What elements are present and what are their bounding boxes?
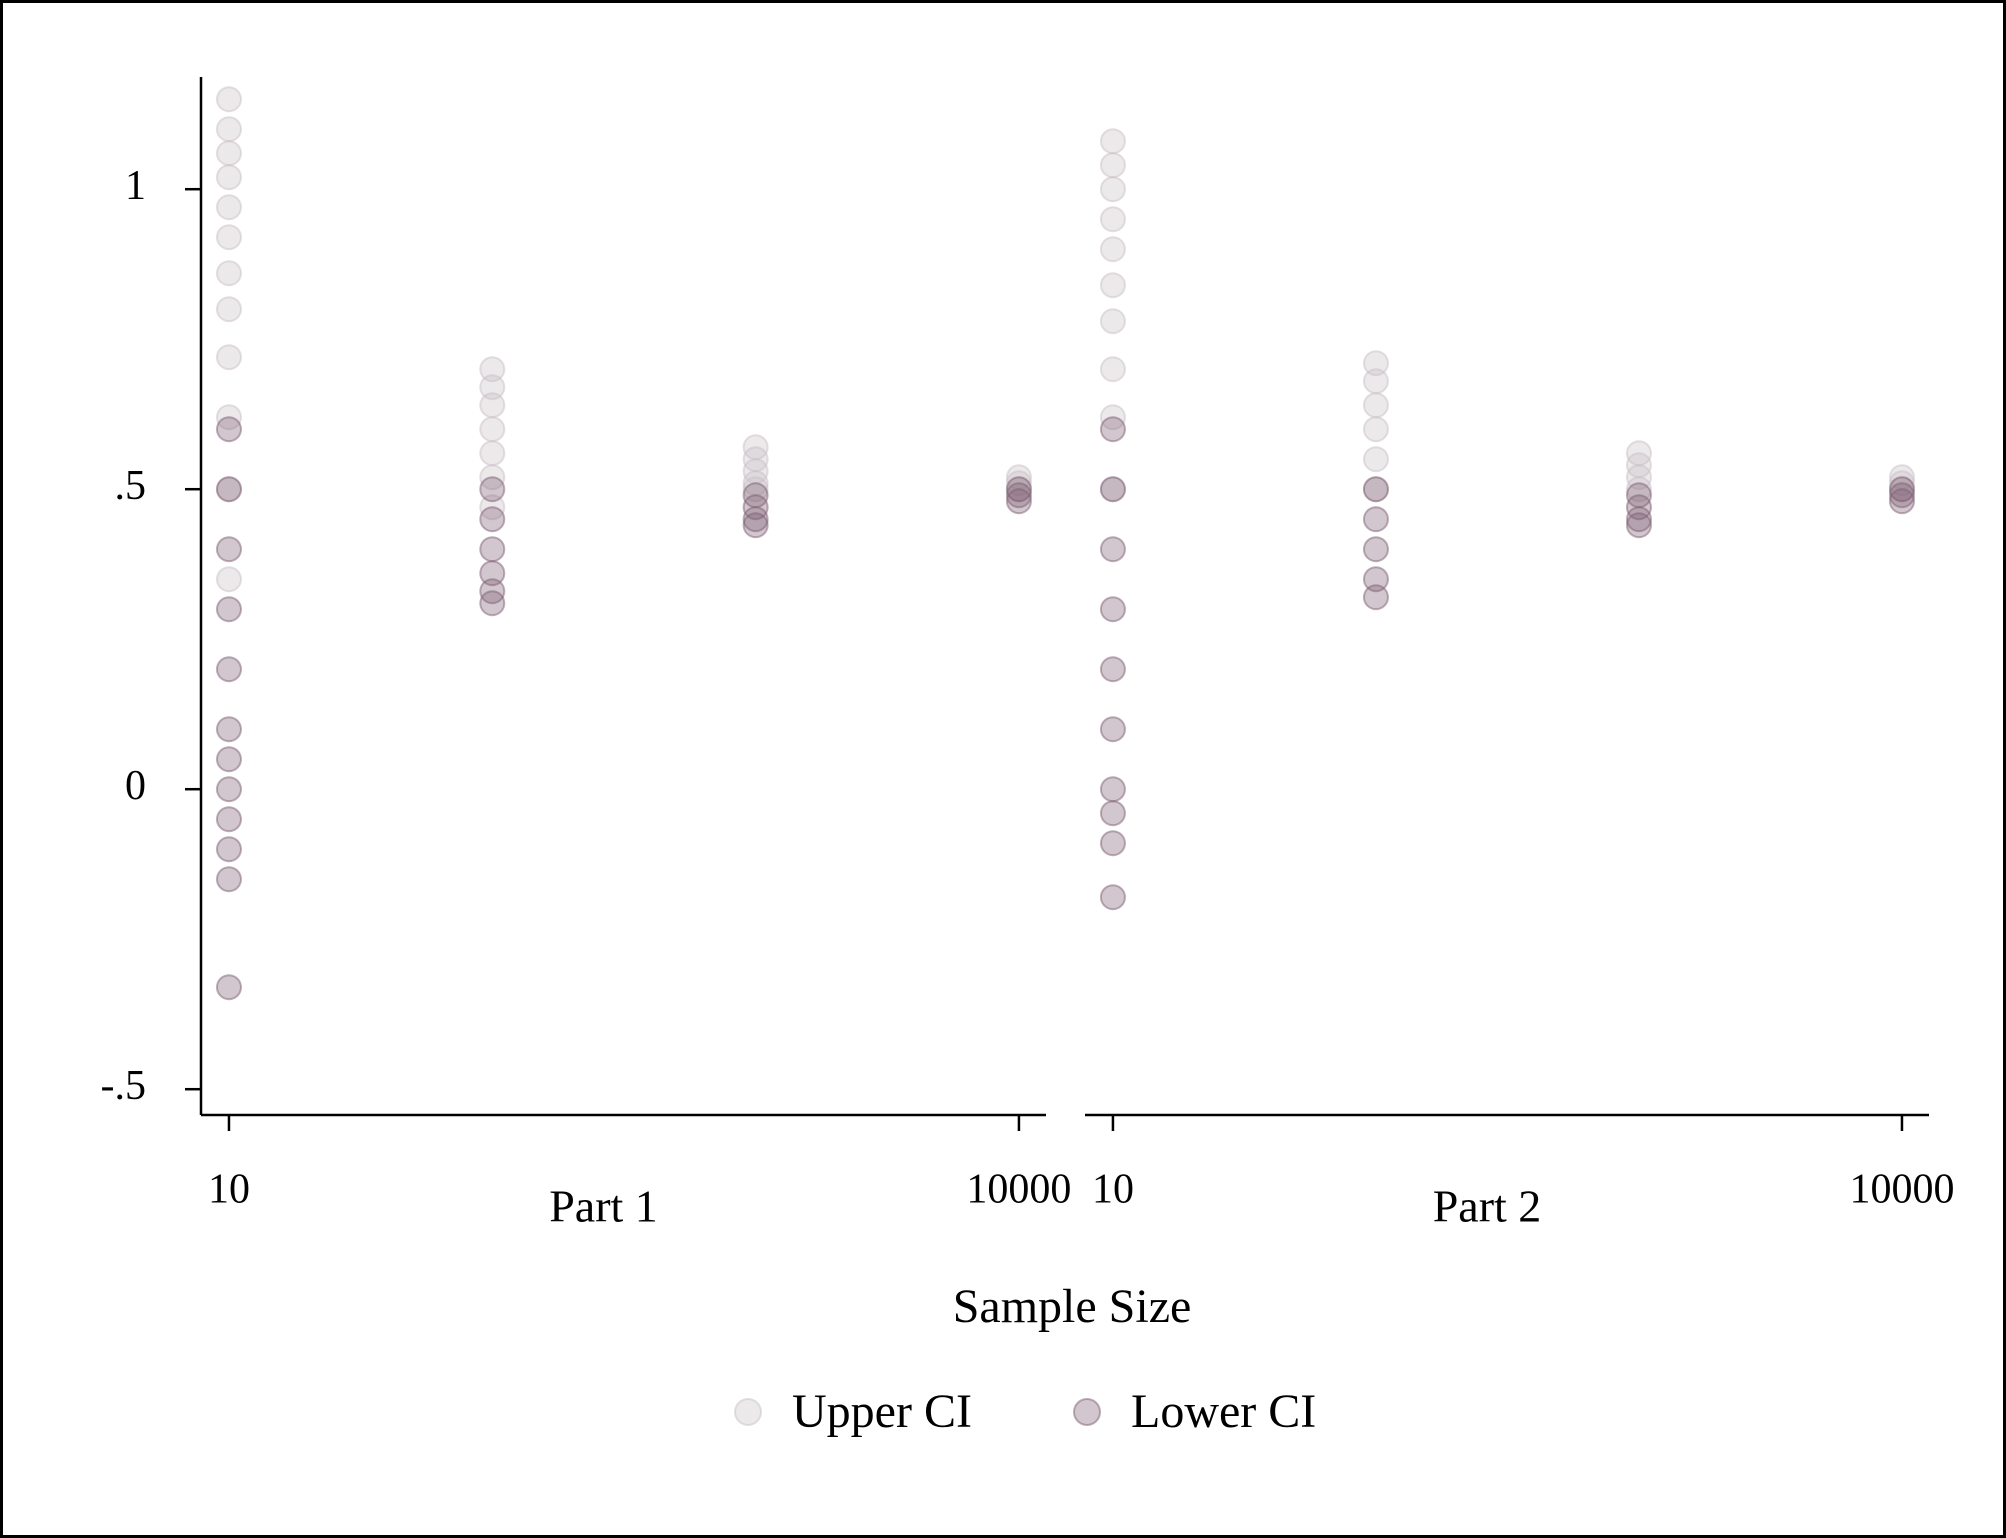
point	[1362, 584, 1389, 611]
point	[1005, 482, 1032, 509]
point	[215, 344, 242, 371]
point	[479, 536, 506, 563]
point	[1362, 416, 1389, 443]
x-tick-label: 10	[208, 1167, 250, 1213]
point	[215, 746, 242, 773]
point	[1099, 236, 1126, 263]
point	[1099, 536, 1126, 563]
y-tick-label: .5	[115, 463, 147, 509]
point	[1362, 536, 1389, 563]
point	[479, 560, 506, 587]
point	[215, 776, 242, 803]
point	[215, 116, 242, 143]
point	[1362, 566, 1389, 593]
point	[215, 164, 242, 191]
point	[215, 194, 242, 221]
point	[479, 416, 506, 443]
point	[1099, 176, 1126, 203]
point	[215, 866, 242, 893]
legend-label: Lower CI	[1131, 1385, 1316, 1438]
legend-marker	[1073, 1398, 1101, 1426]
point	[215, 476, 242, 503]
point	[479, 374, 506, 401]
legend-marker	[734, 1398, 762, 1426]
point	[1099, 128, 1126, 155]
point	[1099, 596, 1126, 623]
point	[1625, 506, 1652, 533]
point	[215, 536, 242, 563]
point	[1099, 356, 1126, 383]
point	[1099, 656, 1126, 683]
point	[215, 416, 242, 443]
point	[479, 356, 506, 383]
point	[215, 566, 242, 593]
point	[1625, 476, 1652, 503]
point	[1099, 206, 1126, 233]
point	[215, 296, 242, 323]
point	[1099, 476, 1126, 503]
point	[1362, 350, 1389, 377]
point	[215, 224, 242, 251]
point	[1362, 506, 1389, 533]
point	[1099, 884, 1126, 911]
point	[1099, 416, 1126, 443]
point	[1099, 776, 1126, 803]
point	[479, 392, 506, 419]
point	[742, 476, 769, 503]
point	[215, 596, 242, 623]
point	[1099, 152, 1126, 179]
point	[742, 506, 769, 533]
point	[479, 440, 506, 467]
point	[1362, 476, 1389, 503]
point	[1362, 392, 1389, 419]
point	[1625, 512, 1652, 539]
point	[479, 590, 506, 617]
point	[215, 260, 242, 287]
point	[215, 86, 242, 113]
x-tick-label: 10000	[966, 1167, 1071, 1213]
point	[742, 512, 769, 539]
y-tick-label: 0	[125, 763, 146, 809]
point	[1099, 800, 1126, 827]
point	[215, 806, 242, 833]
panel-title: Part 1	[549, 1181, 658, 1232]
point	[1099, 272, 1126, 299]
legend-label: Upper CI	[792, 1385, 972, 1438]
point	[215, 140, 242, 167]
point	[1099, 830, 1126, 857]
y-tick-label: 1	[125, 163, 146, 209]
x-tick-label: 10	[1092, 1167, 1134, 1213]
point	[215, 836, 242, 863]
point	[215, 974, 242, 1001]
y-tick-label: -.5	[101, 1063, 147, 1109]
x-tick-label: 10000	[1849, 1167, 1954, 1213]
point	[1099, 308, 1126, 335]
point	[1005, 488, 1032, 515]
point	[1888, 488, 1915, 515]
point	[1362, 446, 1389, 473]
panel-title: Part 2	[1433, 1181, 1542, 1232]
point	[215, 716, 242, 743]
point	[1362, 368, 1389, 395]
point	[479, 506, 506, 533]
x-axis-label: Sample Size	[953, 1280, 1192, 1333]
point	[1888, 482, 1915, 509]
point	[215, 656, 242, 683]
point	[479, 476, 506, 503]
point	[1099, 716, 1126, 743]
